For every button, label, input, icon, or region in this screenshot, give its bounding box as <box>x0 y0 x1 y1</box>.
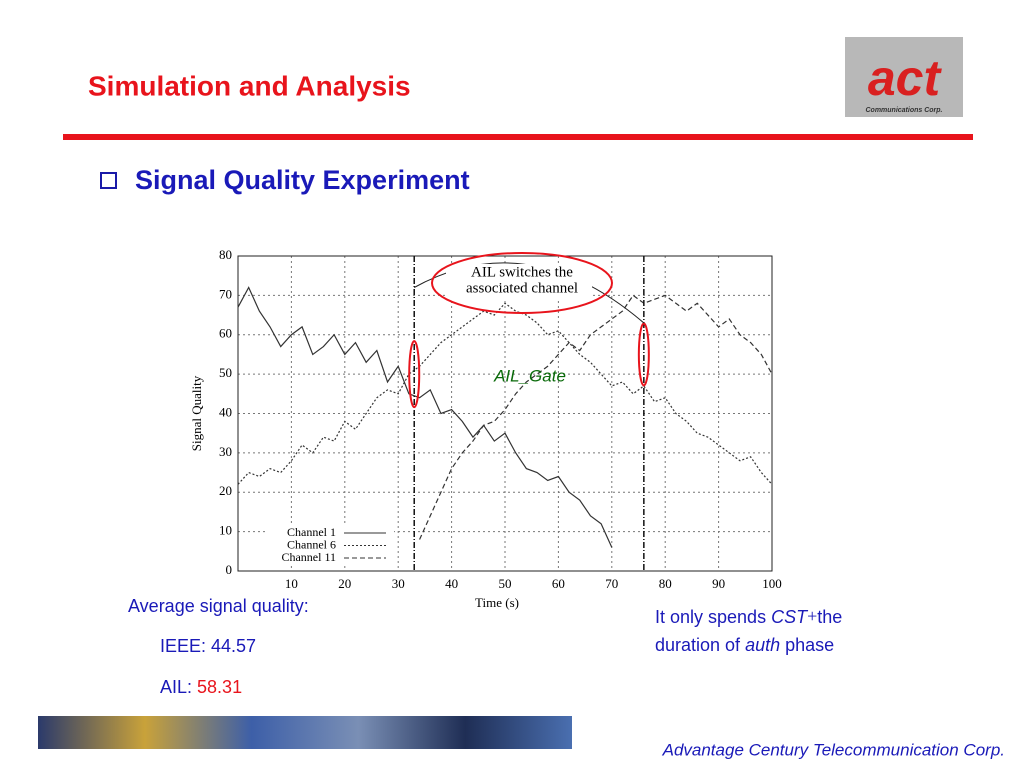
title-rule <box>63 134 973 140</box>
bullet-text: Signal Quality Experiment <box>135 165 470 195</box>
annotation-text: AIL switches the <box>471 264 573 280</box>
y-tick-label: 60 <box>219 326 232 341</box>
gate-label: AIL_Gate <box>493 366 566 385</box>
y-tick-label: 0 <box>226 562 233 577</box>
footer-image <box>38 716 572 749</box>
slide-title: Simulation and Analysis <box>88 70 411 101</box>
remark-line: duration of auth phase <box>655 635 834 655</box>
remark-text: the <box>817 607 842 627</box>
y-tick-label: 70 <box>219 286 232 301</box>
remark-plus: + <box>807 606 817 626</box>
note-ieee: IEEE: 44.57 <box>160 636 256 656</box>
remark-text: phase <box>780 635 834 655</box>
series-line <box>237 286 613 548</box>
note-ail-label: AIL: <box>160 677 197 697</box>
remark-text: duration of <box>655 635 745 655</box>
series-line <box>237 302 773 485</box>
x-tick-label: 10 <box>285 576 298 591</box>
remark-text: It only spends <box>655 607 771 627</box>
x-tick-label: 50 <box>499 576 512 591</box>
legend-label: Channel 1 <box>287 525 336 539</box>
bullet-icon <box>100 172 117 189</box>
y-tick-label: 40 <box>219 404 232 419</box>
logo-box <box>845 37 963 117</box>
x-tick-label: 80 <box>659 576 672 591</box>
highlight-ellipse <box>637 322 650 387</box>
annotation-box <box>446 264 592 300</box>
note-ail-value: 58.31 <box>197 677 242 697</box>
x-axis-label: Time (s) <box>475 595 519 610</box>
note-ail: AIL: 58.31 <box>160 677 242 697</box>
y-tick-label: 10 <box>219 523 232 538</box>
y-axis-label: Signal Quality <box>189 375 204 451</box>
annotation-text: associated channel <box>466 280 578 296</box>
x-tick-label: 40 <box>445 576 458 591</box>
y-tick-label: 30 <box>219 444 232 459</box>
x-tick-label: 100 <box>762 576 782 591</box>
x-tick-label: 90 <box>712 576 725 591</box>
logo-text: act <box>868 50 943 106</box>
series-line <box>419 294 773 540</box>
remark-term: CST <box>771 607 809 627</box>
logo-subtext: Communications Corp. <box>865 107 942 114</box>
y-tick-label: 20 <box>219 483 232 498</box>
highlight-ellipse <box>408 340 421 409</box>
x-tick-label: 70 <box>605 576 618 591</box>
remark-line: It only spends CST+the <box>655 606 842 627</box>
footer-text: Advantage Century Telecommunication Corp… <box>662 740 1005 759</box>
y-tick-label: 80 <box>219 247 232 262</box>
annotation-ellipse <box>431 252 613 314</box>
remark-term: auth <box>745 635 780 655</box>
legend-label: Channel 6 <box>287 537 336 551</box>
y-tick-label: 50 <box>219 365 232 380</box>
x-tick-label: 20 <box>338 576 351 591</box>
x-tick-label: 60 <box>552 576 565 591</box>
legend-label: Channel 11 <box>281 550 336 564</box>
plot-frame <box>237 255 773 572</box>
x-tick-label: 30 <box>392 576 405 591</box>
chart: 0 10 20 30 40 50 60 70 80 10 20 30 40 50 60 70 80 90 100 Ti… <box>189 247 782 610</box>
note-heading: Average signal quality: <box>128 596 309 616</box>
